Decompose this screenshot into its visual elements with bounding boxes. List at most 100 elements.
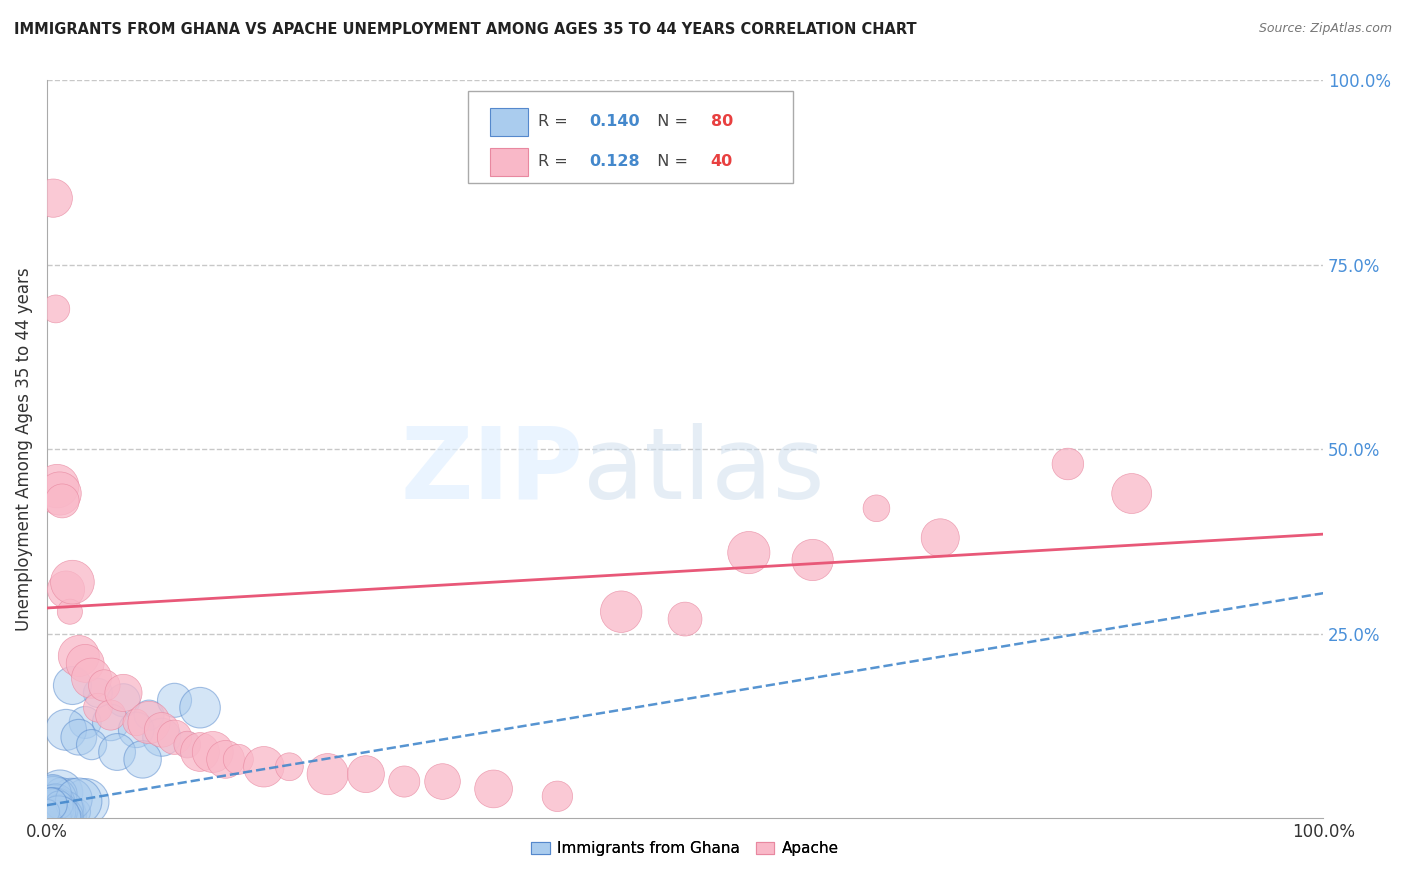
Point bbox=[42, 800, 65, 814]
Point bbox=[112, 693, 135, 707]
Point bbox=[41, 798, 63, 813]
Point bbox=[176, 738, 198, 752]
Point bbox=[49, 786, 72, 800]
Point bbox=[42, 781, 65, 796]
FancyBboxPatch shape bbox=[489, 148, 529, 176]
Point bbox=[44, 810, 66, 824]
Y-axis label: Unemployment Among Ages 35 to 44 years: Unemployment Among Ages 35 to 44 years bbox=[15, 268, 32, 631]
Text: Source: ZipAtlas.com: Source: ZipAtlas.com bbox=[1258, 22, 1392, 36]
Point bbox=[125, 715, 148, 730]
Point bbox=[201, 745, 224, 759]
Point bbox=[38, 808, 60, 822]
Point bbox=[93, 679, 115, 693]
Point bbox=[150, 723, 173, 737]
Point bbox=[44, 797, 66, 812]
Point bbox=[75, 657, 97, 671]
Point bbox=[60, 808, 83, 822]
Point bbox=[39, 807, 62, 822]
Point bbox=[60, 792, 83, 806]
Text: ZIP: ZIP bbox=[401, 423, 583, 520]
Legend: Immigrants from Ghana, Apache: Immigrants from Ghana, Apache bbox=[526, 835, 845, 863]
Point bbox=[112, 686, 135, 700]
Point bbox=[48, 799, 70, 814]
Text: R =: R = bbox=[538, 114, 574, 128]
Point bbox=[46, 796, 69, 810]
Text: R =: R = bbox=[538, 153, 574, 169]
Point bbox=[131, 752, 153, 766]
Point bbox=[67, 648, 90, 663]
Point bbox=[41, 810, 63, 824]
Point bbox=[35, 810, 58, 824]
Point bbox=[37, 804, 59, 818]
Point bbox=[163, 693, 186, 707]
Point bbox=[49, 806, 72, 821]
Point bbox=[100, 715, 122, 730]
Point bbox=[55, 802, 77, 816]
Point bbox=[38, 810, 60, 824]
Point bbox=[188, 700, 211, 714]
Point bbox=[67, 730, 90, 744]
Point bbox=[39, 808, 62, 822]
Point bbox=[865, 501, 887, 516]
Point bbox=[610, 605, 633, 619]
Point bbox=[49, 787, 72, 801]
Point bbox=[52, 805, 75, 820]
Point bbox=[176, 738, 198, 752]
Point bbox=[46, 811, 69, 825]
Point bbox=[87, 700, 110, 714]
Point bbox=[188, 745, 211, 759]
Point bbox=[42, 191, 65, 205]
Point bbox=[42, 806, 65, 821]
Point bbox=[48, 811, 70, 825]
Point bbox=[738, 546, 761, 560]
Point bbox=[48, 486, 70, 500]
Point bbox=[105, 745, 128, 759]
Point bbox=[51, 494, 73, 508]
Point bbox=[48, 804, 70, 818]
Point bbox=[75, 715, 97, 730]
Point bbox=[51, 811, 73, 825]
Point bbox=[354, 767, 377, 781]
Point bbox=[45, 301, 67, 316]
Point bbox=[42, 795, 65, 809]
Text: 0.140: 0.140 bbox=[589, 114, 640, 128]
Point bbox=[253, 760, 276, 774]
Point bbox=[41, 810, 63, 824]
Point bbox=[163, 730, 186, 744]
Point bbox=[42, 803, 65, 817]
Point bbox=[42, 805, 65, 820]
Point bbox=[49, 803, 72, 817]
Point bbox=[46, 479, 69, 493]
Point bbox=[41, 796, 63, 810]
Point bbox=[39, 808, 62, 822]
Point bbox=[44, 805, 66, 820]
Point bbox=[42, 811, 65, 825]
Point bbox=[67, 794, 90, 808]
Point bbox=[42, 793, 65, 807]
Point bbox=[1121, 486, 1143, 500]
Point bbox=[316, 767, 339, 781]
FancyBboxPatch shape bbox=[489, 108, 529, 136]
Point bbox=[41, 802, 63, 816]
Point bbox=[125, 723, 148, 737]
Point bbox=[38, 805, 60, 820]
Point bbox=[66, 805, 89, 819]
Point bbox=[138, 708, 160, 723]
Point bbox=[62, 575, 84, 590]
Point bbox=[100, 708, 122, 723]
Point bbox=[80, 671, 103, 685]
Point bbox=[37, 805, 59, 819]
Text: N =: N = bbox=[647, 114, 693, 128]
Point bbox=[45, 797, 67, 811]
Point bbox=[929, 531, 952, 545]
Point bbox=[228, 752, 250, 766]
Point bbox=[37, 798, 59, 813]
Point bbox=[60, 811, 83, 825]
Point bbox=[214, 752, 236, 766]
Point bbox=[44, 798, 66, 813]
FancyBboxPatch shape bbox=[468, 91, 793, 184]
Point bbox=[37, 807, 59, 822]
Text: 80: 80 bbox=[710, 114, 733, 128]
Text: atlas: atlas bbox=[583, 423, 824, 520]
Point bbox=[41, 797, 63, 812]
